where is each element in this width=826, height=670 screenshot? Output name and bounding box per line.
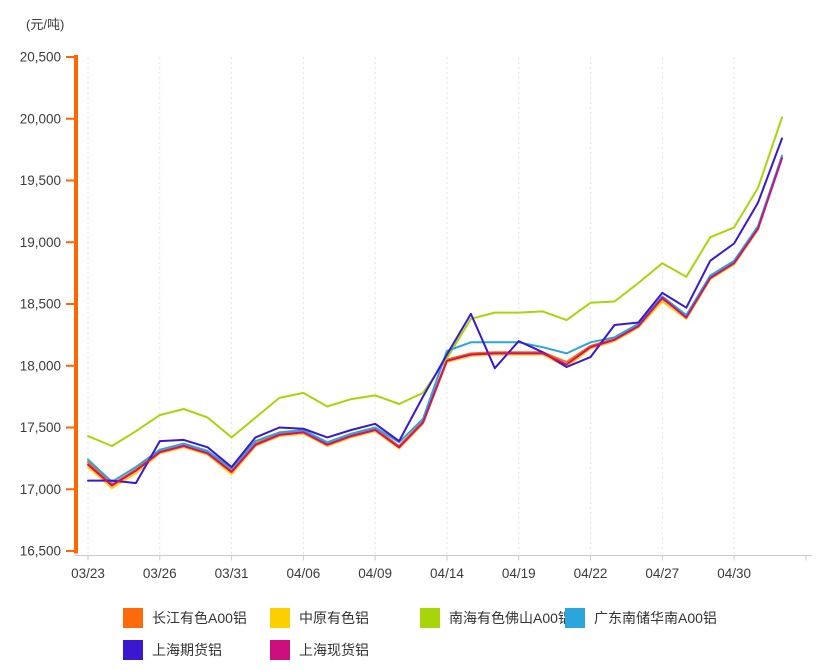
x-tick-label: 04/14 bbox=[430, 566, 464, 581]
legend-item-changjiang-a00: 长江有色A00铝 bbox=[123, 608, 247, 628]
legend-swatch-zhongyuan bbox=[270, 608, 290, 628]
legend-label-guangdong-nanchu-a00: 广东南储华南A00铝 bbox=[594, 610, 717, 626]
legend-label-shanghai-spot: 上海现货铝 bbox=[299, 642, 369, 658]
legend-swatch-changjiang-a00 bbox=[123, 608, 143, 628]
legend-label-nanhai-foshan-a00: 南海有色佛山A00铝 bbox=[449, 610, 572, 626]
y-tick-label: 17,000 bbox=[20, 482, 61, 497]
y-tick-label: 20,000 bbox=[20, 111, 61, 126]
y-tick-label: 16,500 bbox=[20, 544, 61, 559]
legend-swatch-shanghai-spot bbox=[270, 640, 290, 660]
x-tick-label: 04/19 bbox=[502, 566, 536, 581]
x-tick-label: 04/09 bbox=[358, 566, 392, 581]
y-tick-label: 18,500 bbox=[20, 297, 61, 312]
y-tick-label: 19,000 bbox=[20, 235, 61, 250]
x-tick-label: 03/23 bbox=[71, 566, 105, 581]
y-tick-label: 17,500 bbox=[20, 420, 61, 435]
series-line-nanhai-foshan-a00 bbox=[87, 116, 783, 447]
x-tick-label: 04/22 bbox=[574, 566, 608, 581]
legend-label-zhongyuan: 中原有色铝 bbox=[299, 610, 369, 626]
series-line-changjiang-a00 bbox=[87, 156, 783, 486]
x-tick-label: 03/31 bbox=[215, 566, 249, 581]
legend-label-shanghai-futures: 上海期货铝 bbox=[152, 642, 222, 658]
y-axis-unit-label: (元/吨) bbox=[26, 17, 65, 32]
legend-item-shanghai-futures: 上海期货铝 bbox=[123, 640, 222, 660]
legend-item-zhongyuan: 中原有色铝 bbox=[270, 608, 369, 628]
y-tick-label: 18,000 bbox=[20, 358, 61, 373]
x-tick-label: 03/26 bbox=[143, 566, 177, 581]
series-line-shanghai-futures bbox=[87, 137, 783, 485]
legend-label-changjiang-a00: 长江有色A00铝 bbox=[152, 610, 247, 626]
series-line-zhongyuan bbox=[87, 154, 783, 489]
legend-swatch-guangdong-nanchu-a00 bbox=[565, 608, 585, 628]
x-axis: 03/23 03/26 03/31 04/06 04/09 04/14 04/19 04/22… bbox=[71, 555, 812, 581]
y-tick-label: 20,500 bbox=[20, 50, 61, 65]
vertical-gridlines bbox=[87, 57, 735, 556]
x-tick-label: 04/30 bbox=[717, 566, 751, 581]
legend-item-shanghai-spot: 上海现货铝 bbox=[270, 640, 369, 660]
series-line-shanghai-spot bbox=[87, 157, 783, 487]
x-tick-label: 04/06 bbox=[286, 566, 320, 581]
legend-swatch-nanhai-foshan-a00 bbox=[420, 608, 440, 628]
legend-item-guangdong-nanchu-a00: 广东南储华南A00铝 bbox=[565, 608, 717, 628]
y-tick-label: 19,500 bbox=[20, 173, 61, 188]
legend-swatch-shanghai-futures bbox=[123, 640, 143, 660]
x-tick-label: 04/27 bbox=[645, 566, 679, 581]
chart-canvas: 03/23 03/26 03/31 04/06 04/09 04/14 04/19 04/22… bbox=[20, 50, 812, 581]
y-axis: 16,500 17,000 17,500 18,000 18,500 19,000 19,5… bbox=[20, 50, 78, 559]
legend-item-nanhai-foshan-a00: 南海有色佛山A00铝 bbox=[420, 608, 572, 628]
series-line-guangdong-nanchu-a00 bbox=[87, 154, 783, 483]
series-lines bbox=[87, 116, 783, 489]
